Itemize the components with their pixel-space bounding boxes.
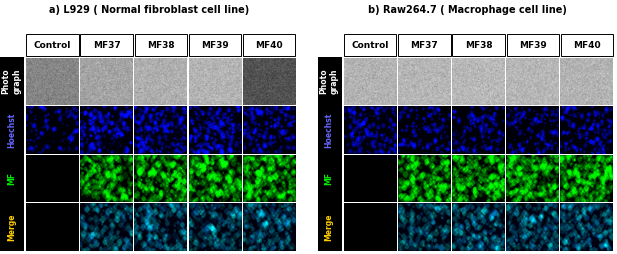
- Text: Control: Control: [34, 41, 71, 50]
- Bar: [507, 34, 559, 56]
- Text: Merge: Merge: [325, 213, 334, 241]
- Bar: [318, 57, 342, 251]
- Bar: [398, 34, 450, 56]
- Bar: [561, 34, 613, 56]
- Text: Hoechst: Hoechst: [7, 112, 16, 148]
- Bar: [27, 34, 79, 56]
- Text: MF: MF: [325, 172, 334, 185]
- Text: Control: Control: [352, 41, 389, 50]
- Bar: [189, 34, 241, 56]
- Text: MF38: MF38: [465, 41, 492, 50]
- Text: Photo
graph: Photo graph: [2, 69, 21, 94]
- Bar: [0, 57, 24, 251]
- Bar: [344, 34, 397, 56]
- Bar: [135, 34, 187, 56]
- Text: MF39: MF39: [519, 41, 547, 50]
- Text: MF40: MF40: [255, 41, 283, 50]
- Text: Hoechst: Hoechst: [325, 112, 334, 148]
- Text: MF40: MF40: [573, 41, 601, 50]
- Text: MF39: MF39: [201, 41, 229, 50]
- Text: Merge: Merge: [7, 213, 16, 241]
- Text: b) Raw264.7 ( Macrophage cell line): b) Raw264.7 ( Macrophage cell line): [368, 5, 567, 15]
- Text: MF38: MF38: [147, 41, 175, 50]
- Text: MF: MF: [7, 172, 16, 185]
- Bar: [80, 34, 133, 56]
- Text: MF37: MF37: [410, 41, 438, 50]
- Text: MF37: MF37: [93, 41, 120, 50]
- Text: a) L929 ( Normal fibroblast cell line): a) L929 ( Normal fibroblast cell line): [49, 5, 250, 15]
- Bar: [243, 34, 296, 56]
- Bar: [452, 34, 505, 56]
- Text: Photo
graph: Photo graph: [320, 69, 339, 94]
